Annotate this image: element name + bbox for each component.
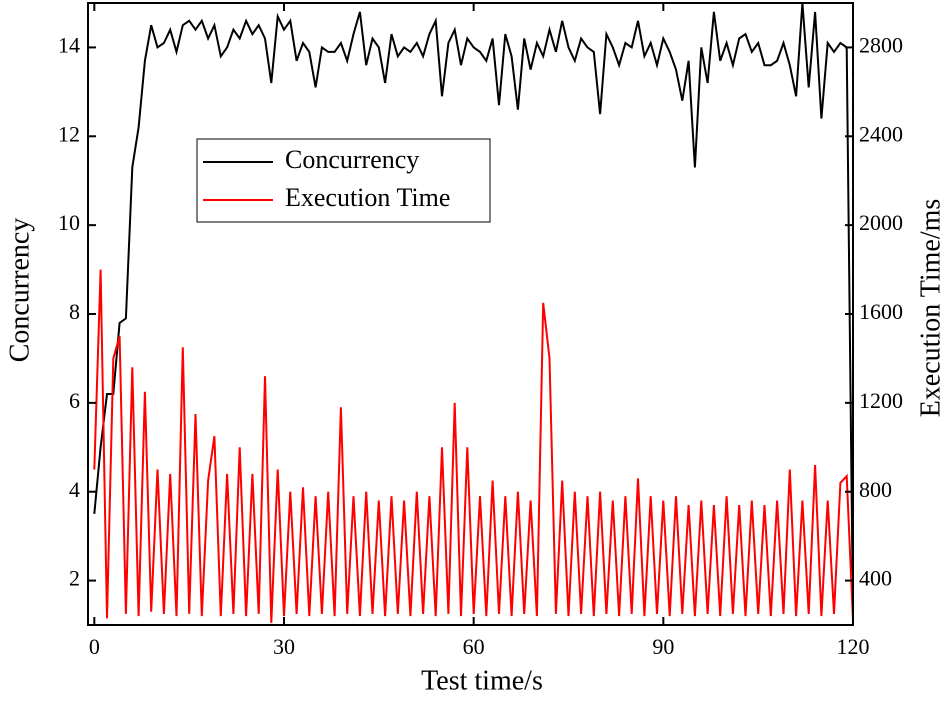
y2-tick-label: 800 <box>859 477 892 502</box>
y-tick-label: 14 <box>58 32 80 57</box>
x-tick-label: 60 <box>463 634 485 659</box>
y-axis-label: Concurrency <box>4 218 35 363</box>
y2-axis-label: Execution Time/ms <box>915 199 946 418</box>
y-tick-label: 12 <box>58 121 80 146</box>
y-tick-label: 10 <box>58 210 80 235</box>
series-line <box>93 269 854 623</box>
legend-box <box>196 138 491 223</box>
y-tick-label: 2 <box>69 566 80 591</box>
y2-tick-label: 1600 <box>859 299 903 324</box>
legend-label: Concurrency <box>285 145 419 174</box>
x-tick-label: 0 <box>89 634 100 659</box>
y2-tick-label: 2400 <box>859 121 903 146</box>
x-tick-label: 90 <box>652 634 674 659</box>
series-line <box>93 2 854 617</box>
y2-tick-label: 2800 <box>859 32 903 57</box>
y-tick-label: 4 <box>69 477 80 502</box>
y-tick-label: 8 <box>69 299 80 324</box>
y-tick-label: 6 <box>69 388 80 413</box>
y2-tick-label: 400 <box>859 566 892 591</box>
x-tick-label: 120 <box>837 634 870 659</box>
y2-tick-label: 1200 <box>859 388 903 413</box>
y2-tick-label: 2000 <box>859 210 903 235</box>
x-tick-label: 30 <box>273 634 295 659</box>
legend-label: Execution Time <box>285 183 450 212</box>
x-axis-label: Test time/s <box>421 665 543 696</box>
